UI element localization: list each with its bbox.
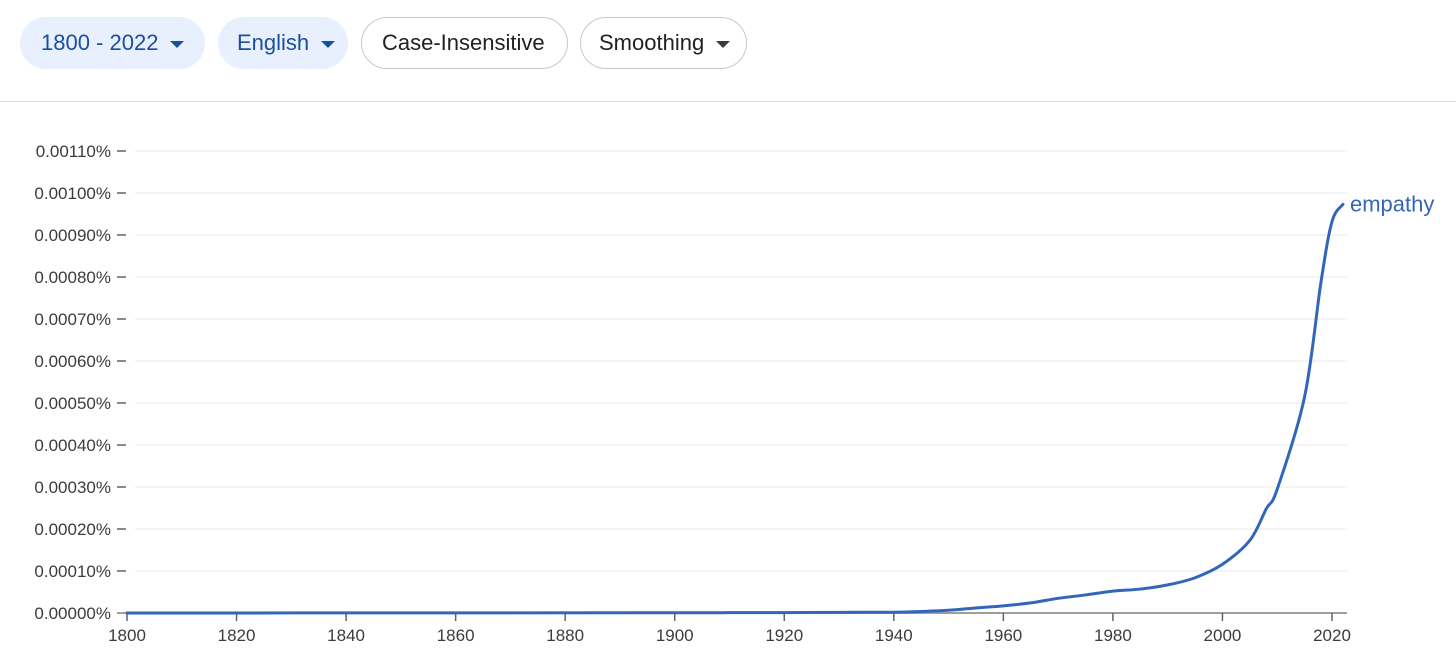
toolbar: 1800 - 2022 English Case-Insensitive Smo… [0, 0, 1456, 102]
x-tick-label: 1820 [218, 626, 256, 645]
x-tick-label: 1980 [1094, 626, 1132, 645]
year-range-label: 1800 - 2022 [41, 30, 159, 55]
series-layer: empathy [125, 191, 1434, 615]
x-tick-label: 2000 [1204, 626, 1242, 645]
smoothing-dropdown[interactable]: Smoothing [580, 17, 747, 69]
x-tick-label: 1960 [984, 626, 1022, 645]
y-tick-label: 0.00100% [34, 184, 111, 203]
y-tick-label: 0.00090% [34, 226, 111, 245]
caret-down-icon [170, 40, 185, 48]
x-tick-label: 1900 [656, 626, 694, 645]
x-tick-label: 1880 [546, 626, 584, 645]
x-tick-label: 1920 [765, 626, 803, 645]
case-insensitive-toggle[interactable]: Case-Insensitive [361, 17, 568, 69]
year-range-dropdown[interactable]: 1800 - 2022 [20, 17, 205, 69]
y-tick-label: 0.00080% [34, 268, 111, 287]
language-label: English [237, 30, 310, 55]
y-tick-label: 0.00010% [34, 562, 111, 581]
y-tick-label: 0.00030% [34, 478, 111, 497]
y-tick-label: 0.00050% [34, 394, 111, 413]
caret-down-icon [716, 40, 731, 48]
x-tick-label: 1940 [875, 626, 913, 645]
y-tick-label: 0.00040% [34, 436, 111, 455]
x-axis: 1800 1820 1840 1860 1880 1900 1920 1940 1960 1980… [108, 612, 1351, 645]
grid-lines [135, 150, 1347, 572]
ngram-line-chart: 0.00000% 0.00010% 0.00020% 0.00030% 0.00040%… [34, 142, 1434, 645]
case-insensitive-label: Case-Insensitive [382, 30, 545, 55]
y-tick-label: 0.00060% [34, 352, 111, 371]
x-tick-label: 1860 [437, 626, 475, 645]
language-dropdown[interactable]: English [218, 17, 348, 69]
y-tick-label: 0.00020% [34, 520, 111, 539]
x-tick-label: 2020 [1313, 626, 1351, 645]
smoothing-label: Smoothing [599, 30, 705, 55]
series-line-empathy[interactable] [125, 202, 1345, 615]
y-tick-label: 0.00070% [34, 310, 111, 329]
x-tick-label: 1800 [108, 626, 146, 645]
series-label-empathy[interactable]: empathy [1350, 191, 1434, 216]
y-tick-label: 0.00000% [34, 604, 111, 623]
y-tick-label: 0.00110% [36, 142, 111, 161]
x-tick-label: 1840 [327, 626, 365, 645]
caret-down-icon [321, 40, 336, 48]
y-axis: 0.00000% 0.00010% 0.00020% 0.00030% 0.00040%… [34, 142, 126, 623]
